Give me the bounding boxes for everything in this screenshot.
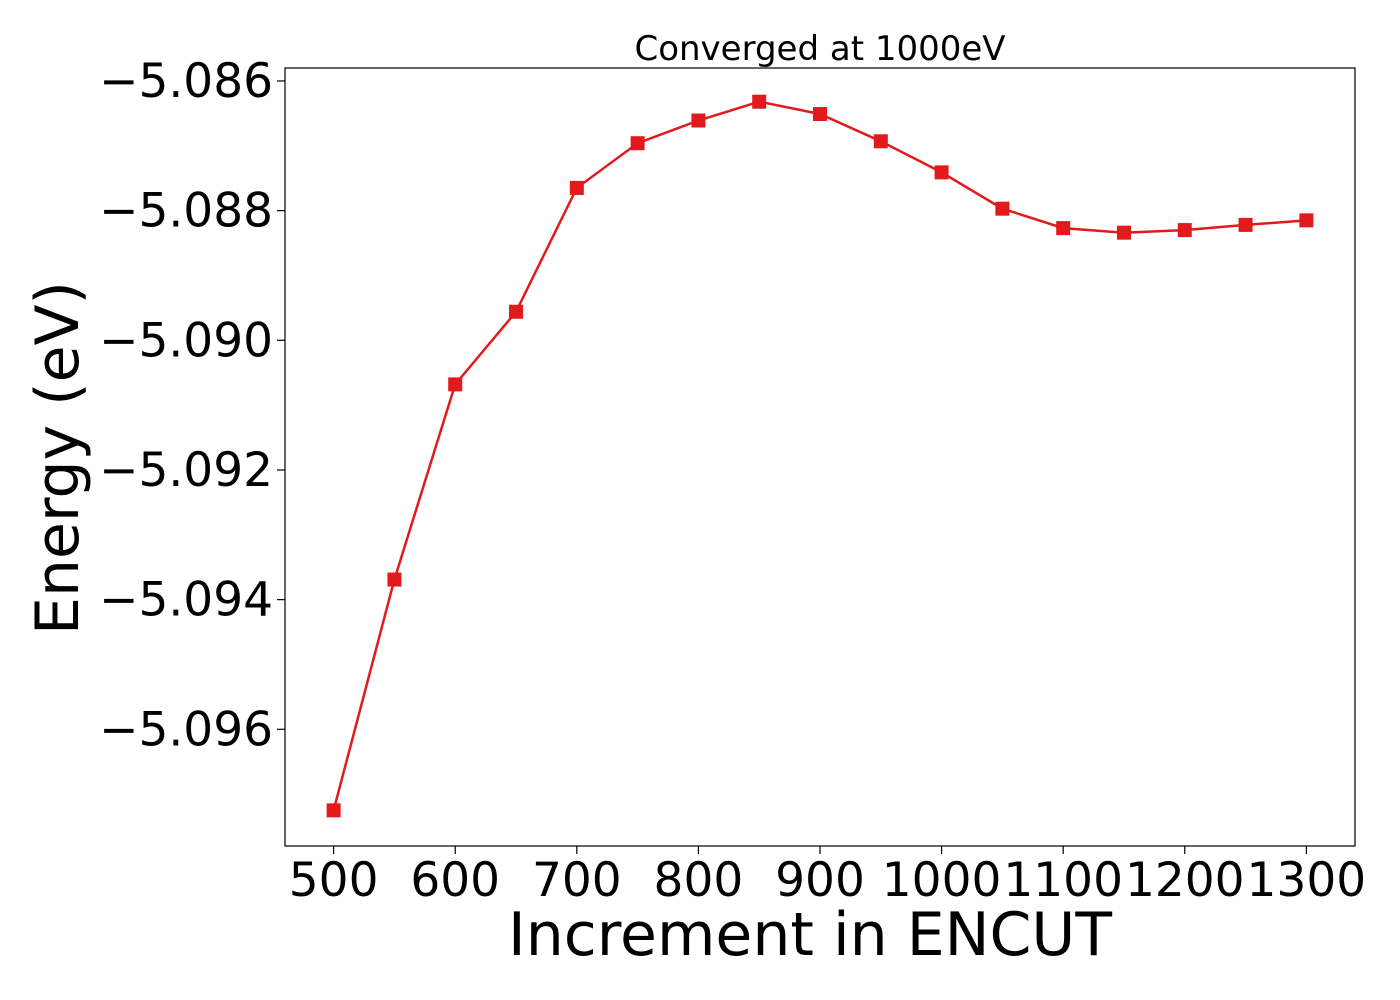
data-point-marker [691, 113, 706, 128]
chart-title: Converged at 1000eV [634, 29, 1005, 69]
data-point-marker [448, 377, 463, 392]
y-tick-label: −5.094 [99, 573, 273, 628]
x-tick-label: 900 [775, 853, 865, 908]
data-point-marker [873, 134, 888, 149]
series-line [332, 100, 1307, 811]
data-point-marker [995, 201, 1010, 216]
y-tick-label: −5.092 [99, 443, 273, 498]
x-axis-label: Increment in ENCUT [508, 900, 1112, 970]
y-tick-label: −5.086 [99, 54, 273, 109]
data-point-marker [752, 94, 767, 109]
data-point-marker [1238, 217, 1253, 232]
x-tick-label: 500 [289, 853, 379, 908]
x-tick-label: 1300 [1247, 853, 1367, 908]
series-layer [326, 94, 1314, 818]
x-tick-label: 1200 [1125, 853, 1245, 908]
y-tick-label: −5.096 [99, 702, 273, 757]
data-point-marker [934, 165, 949, 180]
data-point-marker [1116, 225, 1131, 240]
x-tick-label: 800 [654, 853, 744, 908]
data-point-marker [1299, 213, 1314, 228]
x-tick-label: 1100 [1003, 853, 1123, 908]
data-point-marker [326, 803, 341, 818]
x-tick-label: 700 [532, 853, 622, 908]
y-axis-label: Energy (eV) [23, 281, 93, 635]
data-point-marker [813, 107, 827, 122]
x-axis: 500 600 700 800 900 1000 1100 1200 1300 [289, 846, 1366, 908]
y-tick-label: −5.090 [99, 313, 273, 368]
data-point-marker [569, 180, 584, 195]
y-tick-label: −5.088 [99, 184, 273, 239]
data-point-marker [630, 136, 645, 151]
data-point-marker [1177, 223, 1192, 238]
data-point-marker [387, 572, 402, 587]
data-point-marker [1056, 221, 1071, 236]
data-point-marker [509, 304, 524, 319]
plot-area-frame [284, 67, 1356, 847]
x-tick-label: 1000 [882, 853, 1002, 908]
x-tick-label: 600 [410, 853, 500, 908]
y-axis: −5.086 −5.088 −5.090 −5.092 −5.094 −5.096 [99, 54, 285, 757]
